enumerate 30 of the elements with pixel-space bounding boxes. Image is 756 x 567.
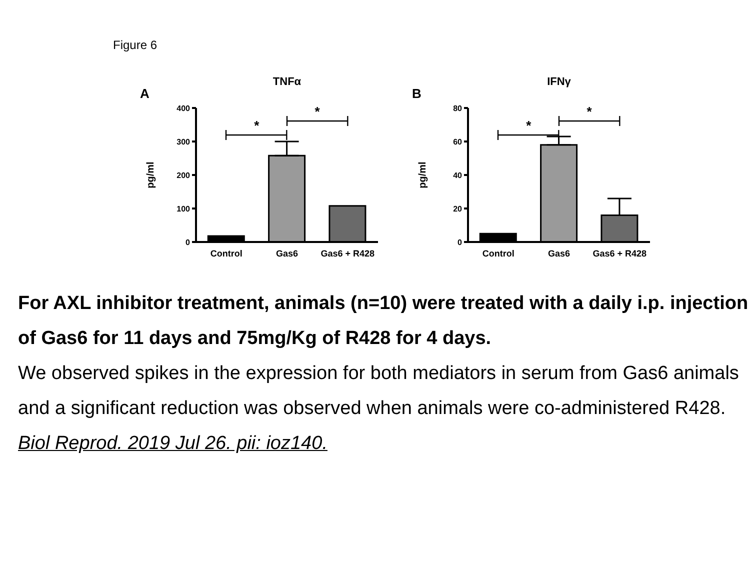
annotation: * bbox=[525, 118, 532, 133]
y-tick-label: 400 bbox=[176, 104, 191, 113]
annotation: * bbox=[314, 104, 321, 120]
x-tick-label: Gas6 bbox=[276, 248, 298, 258]
caption: Figure 6 bbox=[113, 38, 158, 52]
x-tick-label: Control bbox=[210, 248, 242, 258]
x-tick-label: Gas6 bbox=[548, 248, 570, 258]
x-tick-label: Control bbox=[482, 248, 514, 258]
y-tick-label: 40 bbox=[453, 170, 463, 180]
annotation: * bbox=[253, 118, 260, 133]
y-tick-label: 20 bbox=[453, 204, 463, 214]
text: A bbox=[140, 86, 150, 101]
y-tick-label: 200 bbox=[176, 170, 191, 180]
y-tick-label: 0 bbox=[458, 238, 463, 247]
text: Biol Reprod. 2019 Jul 26. pii: ioz140. bbox=[18, 433, 328, 454]
annotation: * bbox=[586, 104, 593, 120]
x-tick-label: Gas6 + R428 bbox=[320, 248, 375, 258]
x-tick-label: Gas6 + R428 bbox=[592, 248, 647, 258]
text: For AXL inhibitor treatment, animals (n=10) were treated with a daily i.p. injection of Gas6 for 11 days and 75mg/Kg of R428 for 4 days. bbox=[18, 292, 750, 351]
y-tick-label: 300 bbox=[176, 137, 191, 146]
y-tick-label: 80 bbox=[453, 104, 463, 113]
chart-title: IFNγ bbox=[546, 76, 572, 88]
chart-title: TNFα bbox=[272, 76, 302, 88]
y-tick-label: 0 bbox=[186, 238, 191, 247]
y-axis-title: pg/ml bbox=[146, 161, 157, 188]
text: We observed spikes in the expression for both mediators in serum from Gas6 animals and a significant reduction was observed when animals were co-administered R428. bbox=[18, 363, 739, 419]
text: B bbox=[412, 86, 422, 101]
y-tick-label: 60 bbox=[453, 137, 463, 146]
y-axis-title: pg/ml bbox=[418, 161, 429, 188]
y-tick-label: 100 bbox=[176, 204, 191, 214]
